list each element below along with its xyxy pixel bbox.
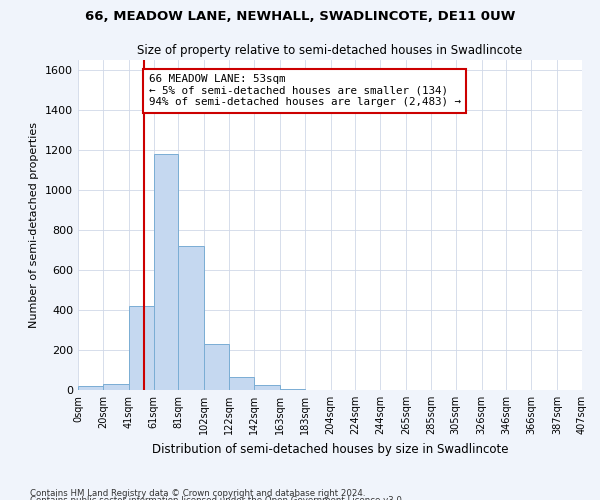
Bar xyxy=(78,386,103,390)
Text: Contains HM Land Registry data © Crown copyright and database right 2024.: Contains HM Land Registry data © Crown c… xyxy=(30,488,365,498)
Bar xyxy=(254,385,280,390)
Bar xyxy=(205,344,229,390)
Bar xyxy=(229,377,254,390)
Text: 66, MEADOW LANE, NEWHALL, SWADLINCOTE, DE11 0UW: 66, MEADOW LANE, NEWHALL, SWADLINCOTE, D… xyxy=(85,10,515,23)
Text: Contains public sector information licensed under the Open Government Licence v3: Contains public sector information licen… xyxy=(30,496,404,500)
Bar xyxy=(280,389,305,390)
Title: Size of property relative to semi-detached houses in Swadlincote: Size of property relative to semi-detach… xyxy=(137,44,523,58)
Y-axis label: Number of semi-detached properties: Number of semi-detached properties xyxy=(29,122,40,328)
Bar xyxy=(178,246,205,390)
Bar xyxy=(154,154,178,390)
Bar xyxy=(129,306,154,390)
Text: 66 MEADOW LANE: 53sqm
← 5% of semi-detached houses are smaller (134)
94% of semi: 66 MEADOW LANE: 53sqm ← 5% of semi-detac… xyxy=(149,74,461,107)
Bar xyxy=(103,384,129,390)
X-axis label: Distribution of semi-detached houses by size in Swadlincote: Distribution of semi-detached houses by … xyxy=(152,442,508,456)
